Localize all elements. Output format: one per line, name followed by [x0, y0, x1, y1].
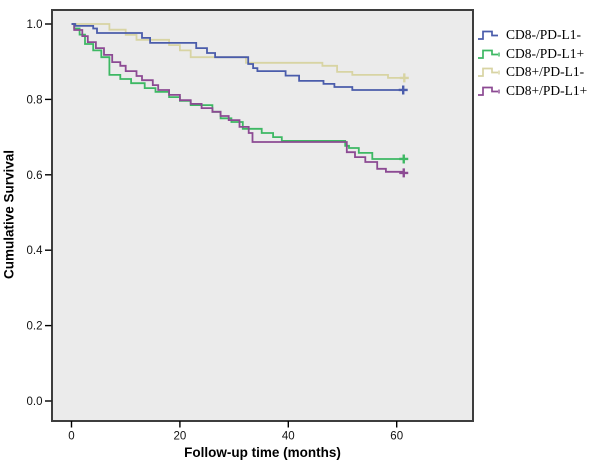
- y-tick-label: 0.0: [27, 396, 43, 408]
- censor-plus-icon: [399, 168, 409, 178]
- legend: CD8-/PD-L1- CD8-/PD-L1+ CD8+/PD-L1- CD8+…: [477, 26, 587, 100]
- x-tick-label: 0: [68, 431, 74, 443]
- x-tick-label: 40: [282, 431, 295, 443]
- y-axis-title: Cumulative Survival: [1, 149, 17, 280]
- x-tick-label: 20: [174, 431, 187, 443]
- legend-label: CD8-/PD-L1+: [506, 45, 585, 61]
- x-tick-label: 60: [390, 431, 403, 443]
- legend-item: CD8-/PD-L1+: [477, 45, 587, 64]
- x-axis-title: Follow-up time (months): [184, 445, 341, 460]
- censor-plus-icon: [399, 73, 409, 83]
- legend-item: CD8-/PD-L1-: [477, 26, 587, 45]
- y-tick-label: 0.8: [27, 94, 43, 106]
- survival-curves: [71, 23, 405, 173]
- legend-step-icon: [478, 86, 500, 96]
- legend-step-icon: [478, 30, 498, 41]
- censor-marks: [398, 73, 409, 178]
- legend-step-icon: [478, 67, 500, 78]
- legend-item: CD8+/PD-L1-: [477, 63, 587, 82]
- legend-label: CD8+/PD-L1+: [506, 82, 588, 98]
- survival-curve-CD8-/PD-L1-: [71, 23, 404, 91]
- y-tick-label: 1.0: [27, 19, 43, 31]
- y-tick-label: 0.6: [27, 170, 43, 182]
- censor-plus-icon: [398, 85, 408, 95]
- axis-ticks: 0 20 40 60 1.0 0.8 0.6 0.4 0.2 0.0: [27, 19, 404, 443]
- legend-step-icon: [478, 49, 500, 59]
- survival-curve-CD8+/PD-L1-: [71, 23, 405, 79]
- legend-item: CD8+/PD-L1+: [477, 82, 587, 101]
- survival-curve-CD8+/PD-L1+: [71, 23, 404, 173]
- y-tick-label: 0.2: [27, 321, 43, 333]
- legend-label: CD8-/PD-L1-: [506, 27, 581, 43]
- censor-plus-icon: [399, 154, 409, 164]
- y-tick-label: 0.4: [27, 245, 44, 257]
- legend-label: CD8+/PD-L1-: [506, 64, 585, 80]
